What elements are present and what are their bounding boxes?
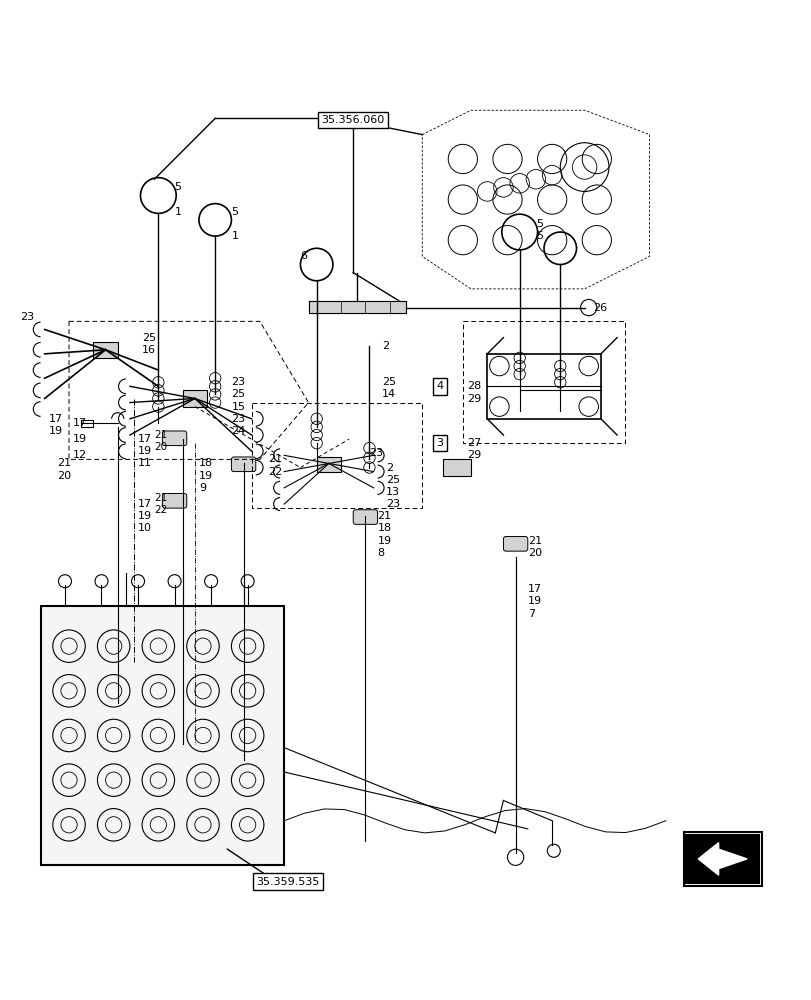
Text: 19: 19 (377, 536, 391, 546)
Text: 9: 9 (199, 483, 206, 493)
Text: 24: 24 (231, 426, 246, 436)
Text: 11: 11 (138, 458, 152, 468)
Text: 23: 23 (385, 499, 399, 509)
Bar (93, 342, 118, 358)
Text: 29: 29 (466, 393, 481, 403)
Text: 21: 21 (154, 493, 167, 503)
FancyBboxPatch shape (162, 494, 187, 508)
Text: 5: 5 (535, 219, 543, 229)
Text: 21: 21 (154, 430, 167, 440)
Text: 17: 17 (49, 414, 62, 424)
Text: 22: 22 (154, 505, 167, 515)
Text: 7: 7 (527, 609, 534, 619)
Text: 21: 21 (268, 454, 281, 464)
Text: 21: 21 (527, 536, 541, 546)
Text: 18: 18 (199, 458, 212, 468)
Text: 28: 28 (466, 381, 481, 391)
Text: 27: 27 (466, 438, 481, 448)
Bar (442, 459, 470, 476)
Text: 2: 2 (381, 341, 388, 351)
Text: 5: 5 (231, 207, 238, 217)
Text: 12: 12 (73, 450, 87, 460)
Text: 19: 19 (527, 596, 541, 606)
FancyBboxPatch shape (503, 537, 527, 551)
Text: 23: 23 (20, 312, 34, 322)
Text: 25: 25 (231, 389, 245, 399)
Text: 10: 10 (138, 523, 152, 533)
Text: 23: 23 (231, 377, 245, 387)
Text: 21: 21 (57, 458, 71, 468)
Text: 15: 15 (231, 402, 245, 412)
Bar (182, 390, 207, 407)
Text: 1: 1 (174, 207, 182, 217)
Text: 1: 1 (231, 231, 238, 241)
Text: 20: 20 (57, 471, 71, 481)
Text: 17: 17 (138, 434, 152, 444)
Text: 25: 25 (385, 475, 399, 485)
Text: 26: 26 (592, 303, 606, 313)
Text: 6: 6 (300, 251, 307, 261)
Text: 25: 25 (381, 377, 395, 387)
Text: 21: 21 (377, 511, 391, 521)
Text: 22: 22 (268, 467, 282, 477)
Bar (685, 835, 758, 883)
Text: 14: 14 (381, 389, 395, 399)
Text: 35.359.535: 35.359.535 (256, 877, 320, 887)
Text: 17: 17 (527, 584, 541, 594)
Bar (316, 457, 341, 472)
Text: 2: 2 (385, 463, 393, 473)
Text: 35.356.060: 35.356.060 (321, 115, 384, 125)
Text: 5: 5 (535, 231, 543, 241)
Text: 19: 19 (138, 446, 152, 456)
Text: 19: 19 (199, 471, 212, 481)
Text: 18: 18 (377, 523, 391, 533)
Text: 19: 19 (138, 511, 152, 521)
Bar (41, 606, 284, 865)
Text: 29: 29 (466, 450, 481, 460)
Bar (683, 832, 761, 886)
Text: 8: 8 (377, 548, 384, 558)
Text: 23: 23 (369, 448, 383, 458)
Text: 17: 17 (73, 418, 87, 428)
Text: 23: 23 (231, 414, 245, 424)
Text: 17: 17 (138, 499, 152, 509)
Text: 19: 19 (73, 434, 87, 444)
Text: 5: 5 (174, 182, 182, 192)
Text: 16: 16 (142, 345, 156, 355)
Text: 19: 19 (49, 426, 62, 436)
Text: 4: 4 (436, 381, 443, 391)
Text: 20: 20 (527, 548, 541, 558)
Text: 13: 13 (385, 487, 399, 497)
FancyBboxPatch shape (231, 457, 255, 472)
Text: 3: 3 (436, 438, 443, 448)
Text: 25: 25 (142, 333, 156, 343)
Polygon shape (697, 843, 746, 875)
FancyBboxPatch shape (353, 510, 377, 524)
Polygon shape (308, 301, 406, 313)
Text: 20: 20 (154, 442, 167, 452)
FancyBboxPatch shape (162, 431, 187, 446)
